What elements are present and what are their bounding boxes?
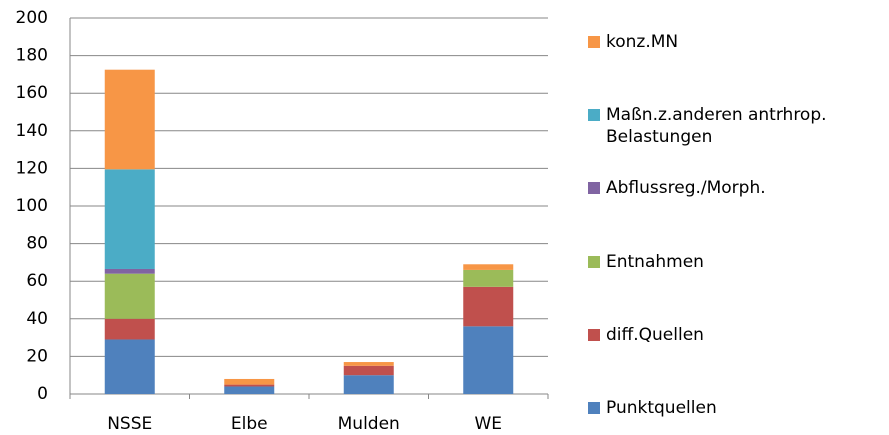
- bar-segment: [463, 326, 514, 394]
- y-tick-label: 140: [16, 121, 48, 141]
- y-tick-label: 40: [26, 309, 48, 329]
- y-tick-label: 0: [37, 384, 48, 404]
- legend-swatch: [588, 109, 600, 122]
- legend-label: diff.Quellen: [606, 324, 704, 345]
- bar-segment: [104, 273, 155, 319]
- bar-segment: [224, 384, 275, 387]
- bar-segment: [463, 269, 514, 287]
- legend-item: Punktquellen: [588, 397, 851, 419]
- bar-segment: [343, 365, 394, 376]
- y-tick-label: 20: [26, 346, 48, 366]
- legend-swatch: [588, 182, 600, 195]
- bar-segment: [224, 386, 275, 394]
- bar-segment: [104, 268, 155, 274]
- x-tick-label: NSSE: [107, 414, 152, 434]
- bar-segment: [104, 339, 155, 394]
- y-tick-label: 100: [16, 196, 48, 216]
- bar-segment: [224, 378, 275, 385]
- legend-item: konz.MN: [588, 31, 851, 53]
- legend-swatch: [588, 402, 600, 414]
- bar-segment: [343, 375, 394, 394]
- x-tick-label: Mulden: [338, 414, 400, 434]
- bar-segment: [104, 318, 155, 340]
- y-tick-label: 80: [26, 234, 48, 254]
- x-tick-label: WE: [474, 414, 502, 434]
- legend-label: Abflussreg./Morph.: [606, 178, 766, 199]
- legend-label: Entnahmen: [606, 251, 704, 272]
- y-tick-label: 180: [16, 46, 48, 66]
- x-tick-label: Elbe: [231, 414, 268, 434]
- legend-item: Abflussreg./Morph.: [588, 177, 851, 199]
- bar-segment: [104, 69, 155, 170]
- legend-item: Entnahmen: [588, 251, 851, 273]
- bar-segment: [463, 264, 514, 270]
- y-tick-label: 120: [16, 158, 48, 178]
- bar-segment: [463, 286, 514, 327]
- y-tick-label: 160: [16, 83, 48, 103]
- legend-item: Maßn.z.anderen antrhrop. Belastungen: [588, 104, 851, 148]
- legend-swatch: [588, 255, 600, 268]
- legend-label: konz.MN: [606, 32, 679, 52]
- legend-swatch: [588, 36, 600, 48]
- legend-label: Maßn.z.anderen antrhrop. Belastungen: [606, 105, 827, 148]
- legend-swatch: [588, 328, 600, 341]
- legend-label: Punktquellen: [606, 398, 717, 418]
- y-tick-label: 60: [26, 271, 48, 291]
- bar-segment: [104, 169, 155, 269]
- bar-segment: [343, 362, 394, 366]
- y-tick-label: 200: [16, 8, 48, 28]
- legend-item: diff.Quellen: [588, 324, 851, 346]
